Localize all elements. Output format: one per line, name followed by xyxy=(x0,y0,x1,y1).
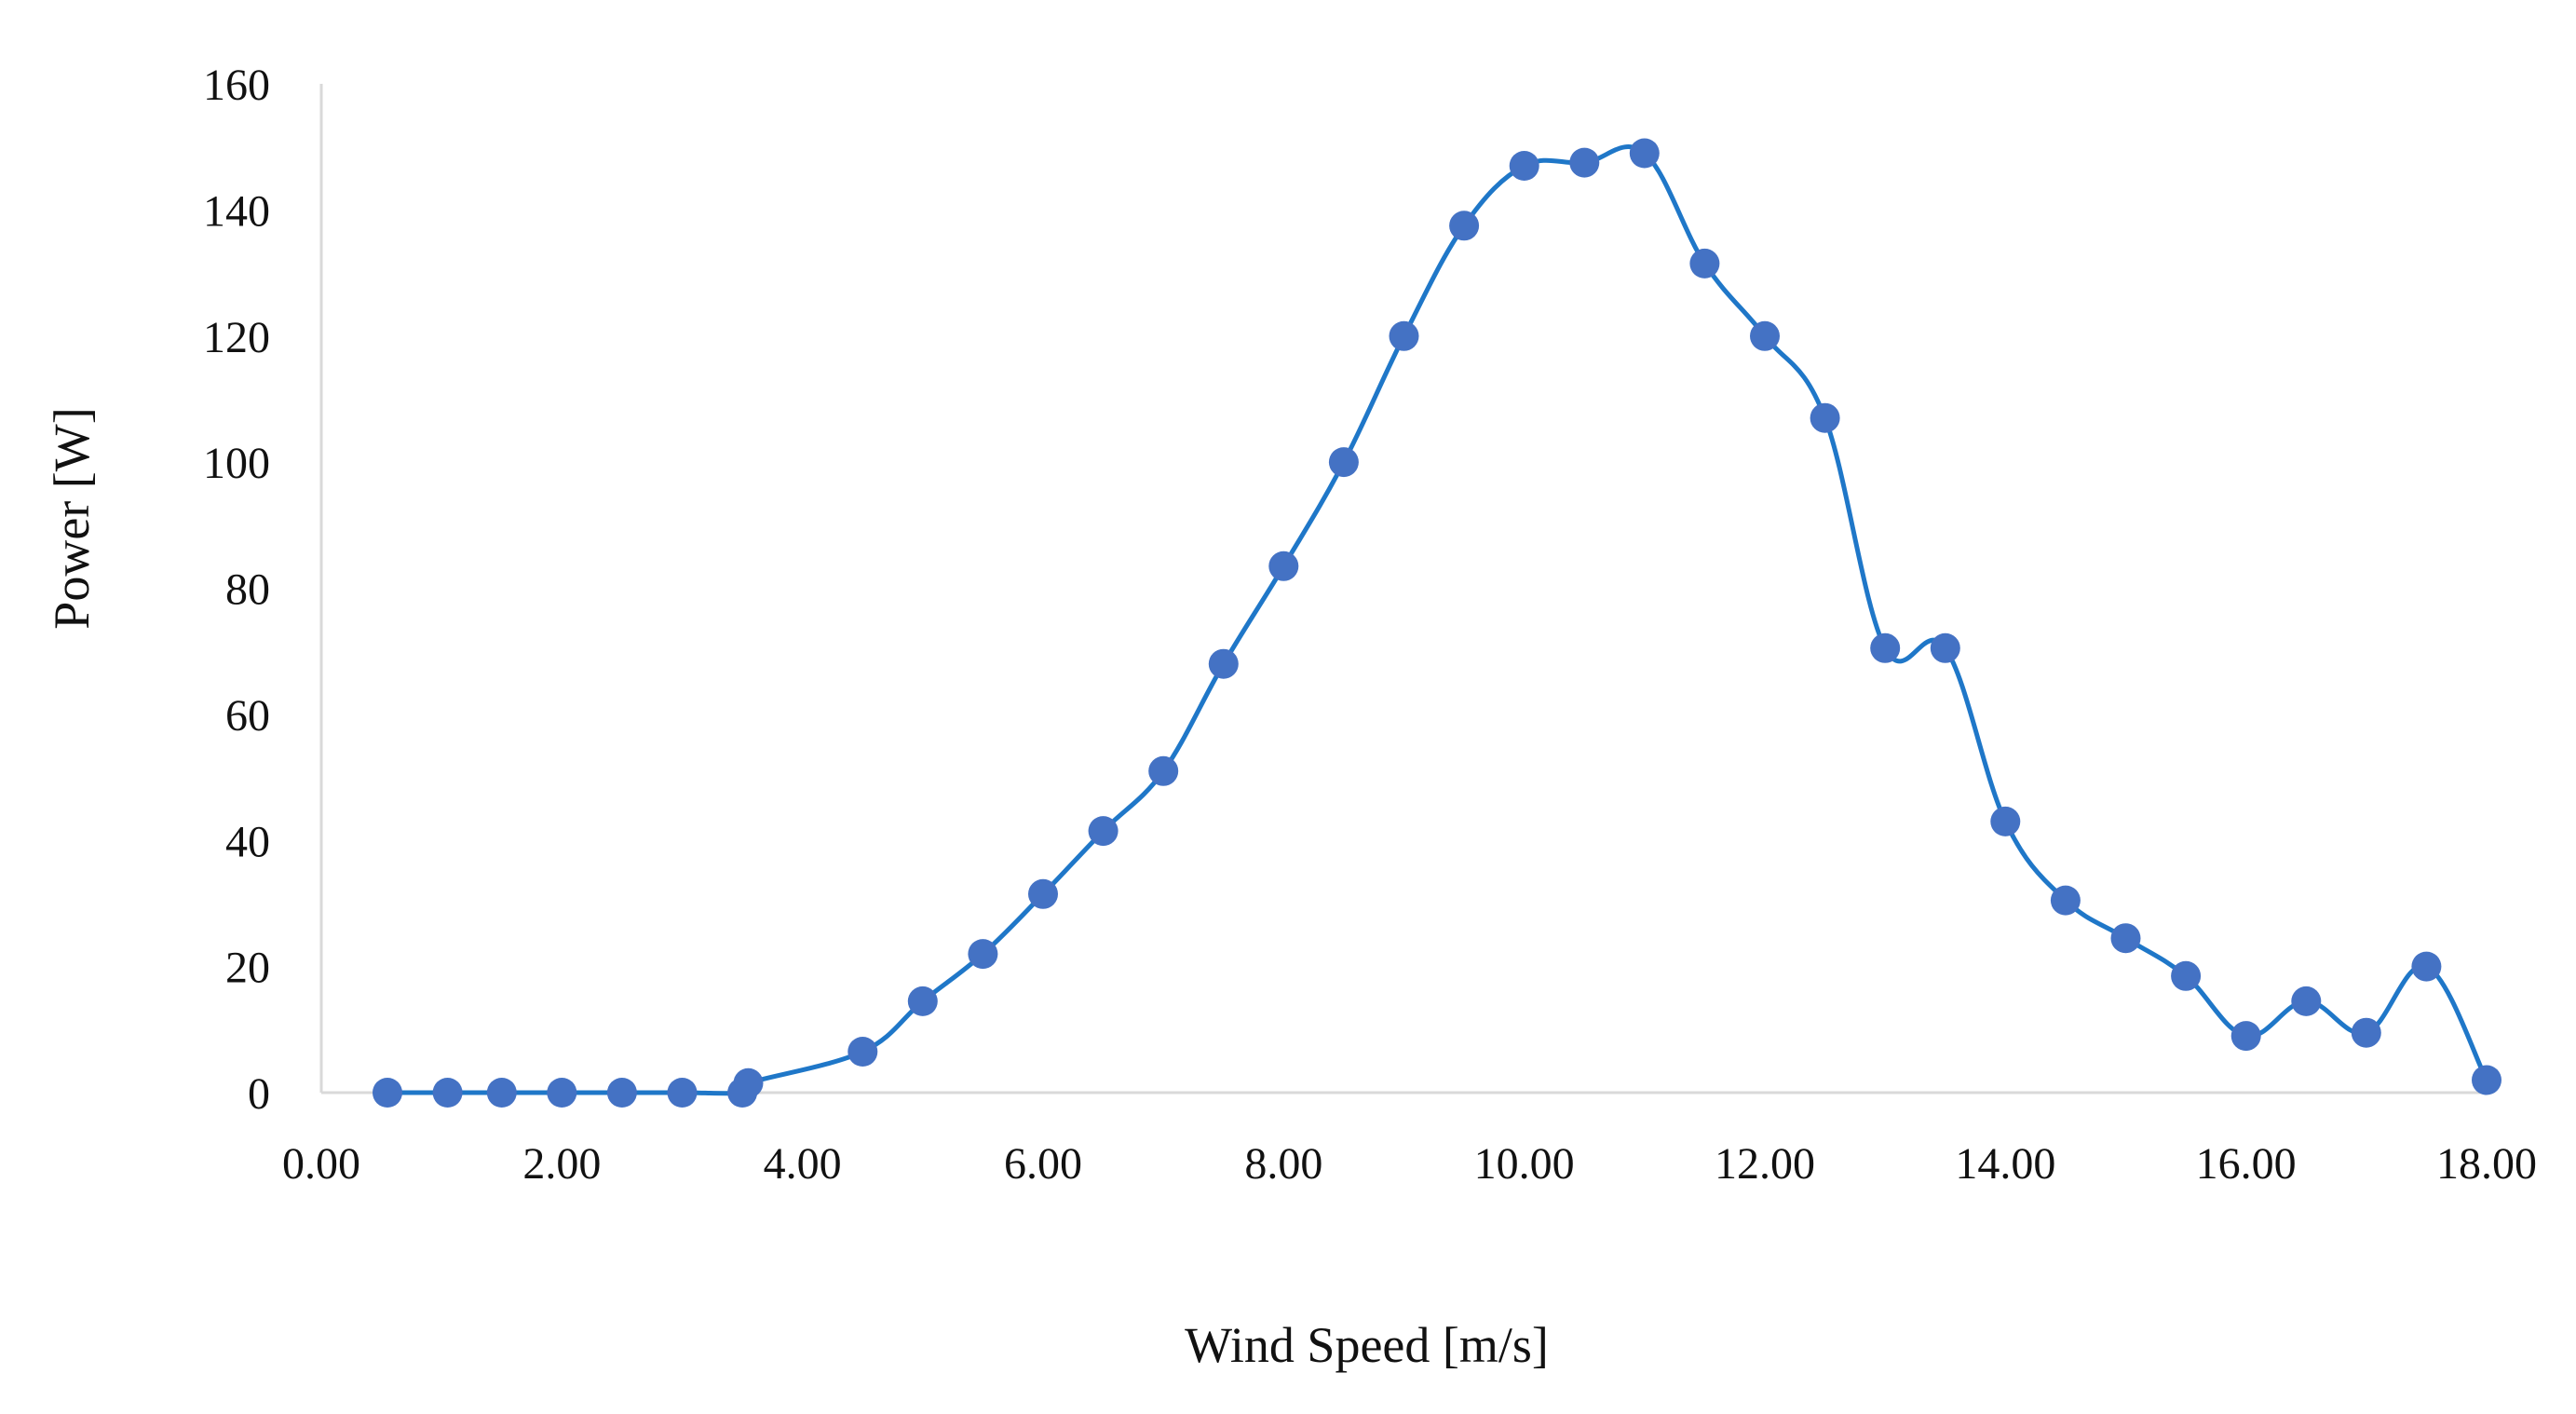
x-tick-label: 12.00 xyxy=(1715,1139,1815,1189)
data-point xyxy=(1689,248,1720,279)
y-tick-label: 140 xyxy=(203,186,270,236)
data-point xyxy=(2472,1065,2501,1095)
data-point xyxy=(2171,960,2202,991)
data-point xyxy=(1028,878,1058,909)
data-point xyxy=(1208,648,1239,679)
data-point xyxy=(733,1067,764,1098)
data-point xyxy=(432,1078,463,1108)
y-tick-label: 100 xyxy=(203,439,270,488)
y-tick-label: 20 xyxy=(225,944,270,993)
data-point xyxy=(1088,816,1119,847)
data-point xyxy=(1930,632,1960,663)
power-series-markers xyxy=(373,138,2501,1108)
data-point xyxy=(606,1078,637,1108)
x-tick-label: 10.00 xyxy=(1474,1139,1575,1189)
y-tick-label: 160 xyxy=(203,61,270,110)
x-tick-label: 8.00 xyxy=(1244,1139,1322,1189)
x-tick-label: 2.00 xyxy=(522,1139,601,1189)
data-point xyxy=(2411,951,2442,982)
data-point xyxy=(1148,755,1179,786)
data-point xyxy=(1328,447,1359,478)
data-point xyxy=(847,1037,878,1067)
x-tick-label: 0.00 xyxy=(282,1139,360,1189)
data-point xyxy=(2291,986,2322,1016)
data-point xyxy=(486,1078,517,1108)
data-point xyxy=(1629,138,1660,169)
data-point xyxy=(1268,551,1299,581)
data-point xyxy=(1569,147,1600,178)
data-point xyxy=(2110,923,2141,954)
y-axis-title: Power [W] xyxy=(44,407,100,629)
x-tick-label: 4.00 xyxy=(764,1139,842,1189)
axes xyxy=(319,84,2487,1094)
y-tick-label: 0 xyxy=(248,1069,270,1119)
y-tick-label: 120 xyxy=(203,313,270,362)
x-axis-title: Wind Speed [m/s] xyxy=(1185,1317,1549,1373)
x-tick-label: 16.00 xyxy=(2196,1139,2297,1189)
y-tick-label: 60 xyxy=(225,691,270,741)
y-tick-labels: 0 20 40 60 80 100 120 140 160 xyxy=(203,61,270,1119)
data-point xyxy=(547,1078,577,1108)
data-point xyxy=(667,1078,698,1108)
data-point xyxy=(1870,632,1901,663)
data-point xyxy=(2351,1017,2381,1048)
data-point xyxy=(1750,320,1780,351)
x-tick-label: 18.00 xyxy=(2436,1139,2537,1189)
x-tick-label: 14.00 xyxy=(1955,1139,2055,1189)
data-point xyxy=(907,986,938,1016)
data-point xyxy=(1990,806,2021,836)
data-point xyxy=(1449,211,1480,241)
data-point xyxy=(2230,1021,2261,1052)
data-point xyxy=(1509,151,1539,181)
y-tick-label: 40 xyxy=(225,817,270,866)
data-point xyxy=(2050,885,2081,916)
data-point xyxy=(1810,402,1840,433)
power-series-line xyxy=(385,144,2489,1096)
y-tick-label: 80 xyxy=(225,565,270,615)
x-tick-label: 6.00 xyxy=(1004,1139,1082,1189)
data-point xyxy=(1389,320,1419,351)
data-point xyxy=(968,939,998,970)
x-tick-labels: 0.00 2.00 4.00 6.00 8.00 10.00 12.00 14.00 16.00… xyxy=(282,1139,2537,1189)
data-point xyxy=(373,1078,402,1108)
